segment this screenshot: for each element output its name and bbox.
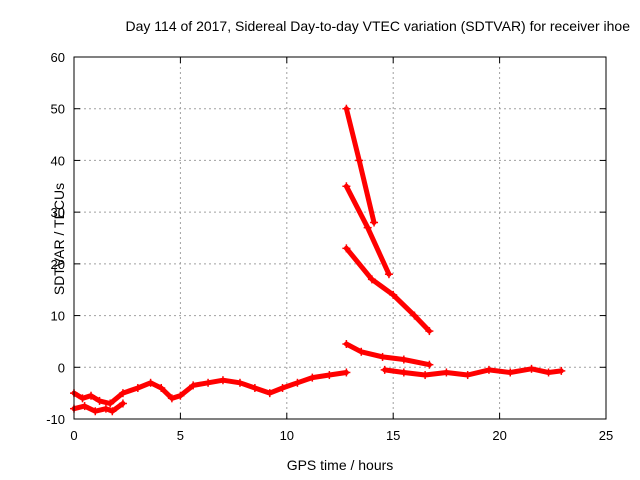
- series-track-4: [343, 341, 432, 368]
- series-group: [70, 104, 566, 416]
- x-tick-label: 15: [386, 428, 400, 443]
- data-point: [308, 373, 317, 382]
- y-axis-ticks: -10 0 10 20 30 40 50 60: [46, 50, 606, 427]
- data-point: [357, 347, 366, 356]
- data-point: [91, 407, 100, 416]
- data-point: [218, 376, 227, 385]
- data-point: [250, 383, 259, 392]
- data-point: [106, 399, 115, 408]
- data-point: [342, 104, 351, 113]
- series-track-3: [343, 245, 432, 334]
- data-point: [133, 383, 142, 392]
- data-point: [293, 378, 302, 387]
- data-point: [544, 368, 553, 377]
- data-point: [342, 340, 351, 349]
- y-tick-label: 40: [51, 153, 65, 168]
- data-point: [80, 402, 89, 411]
- data-point: [557, 366, 566, 375]
- data-point: [410, 311, 419, 320]
- data-point: [204, 378, 213, 387]
- data-point: [527, 364, 536, 373]
- data-point: [506, 368, 515, 377]
- y-tick-label: 0: [58, 360, 65, 375]
- data-point: [425, 327, 434, 336]
- data-point: [370, 218, 379, 227]
- x-tick-label: 0: [70, 428, 77, 443]
- data-point: [146, 378, 155, 387]
- y-tick-label: 50: [51, 102, 65, 117]
- data-point: [78, 394, 87, 403]
- data-point: [355, 156, 364, 165]
- data-point: [95, 396, 104, 405]
- data-point: [265, 389, 274, 398]
- data-point: [342, 182, 351, 191]
- data-point: [342, 244, 351, 253]
- x-tick-label: 20: [492, 428, 506, 443]
- data-point: [108, 407, 117, 416]
- y-tick-label: -10: [46, 412, 65, 427]
- data-point: [380, 365, 389, 374]
- data-point: [442, 368, 451, 377]
- series-tail: [382, 366, 564, 378]
- data-point: [367, 275, 376, 284]
- y-tick-label: 60: [51, 50, 65, 65]
- data-point: [484, 365, 493, 374]
- grid-lines: [74, 57, 606, 419]
- data-point: [118, 399, 127, 408]
- data-point: [425, 360, 434, 369]
- x-tick-label: 10: [280, 428, 294, 443]
- series-track-1: [343, 106, 377, 225]
- x-axis-label: GPS time / hours: [286, 457, 394, 473]
- chart-title: Day 114 of 2017, Sidereal Day-to-day VTE…: [125, 18, 630, 34]
- data-point: [101, 404, 110, 413]
- data-point: [399, 355, 408, 364]
- x-tick-label: 25: [599, 428, 613, 443]
- data-point: [389, 290, 398, 299]
- data-point: [325, 371, 334, 380]
- data-point: [235, 378, 244, 387]
- series-baseline-a: [71, 370, 349, 406]
- data-point: [87, 391, 96, 400]
- y-tick-label: 30: [51, 205, 65, 220]
- data-point: [157, 383, 166, 392]
- series-baseline-b: [71, 401, 126, 414]
- data-point: [342, 368, 351, 377]
- plot-frame: [73, 56, 607, 420]
- data-point: [463, 371, 472, 380]
- data-point: [118, 389, 127, 398]
- data-point: [363, 223, 372, 232]
- x-axis-ticks: 0 5 10 15 20 25: [70, 57, 613, 443]
- x-tick-label: 5: [177, 428, 184, 443]
- data-point: [176, 391, 185, 400]
- data-point: [189, 381, 198, 390]
- data-point: [378, 352, 387, 361]
- data-point: [278, 383, 287, 392]
- y-tick-label: 20: [51, 257, 65, 272]
- data-point: [399, 368, 408, 377]
- data-point: [421, 371, 430, 380]
- y-tick-label: 10: [51, 309, 65, 324]
- data-point: [384, 270, 393, 279]
- y-axis-label: SDTVAR / TECUs: [51, 182, 68, 296]
- data-point: [167, 394, 176, 403]
